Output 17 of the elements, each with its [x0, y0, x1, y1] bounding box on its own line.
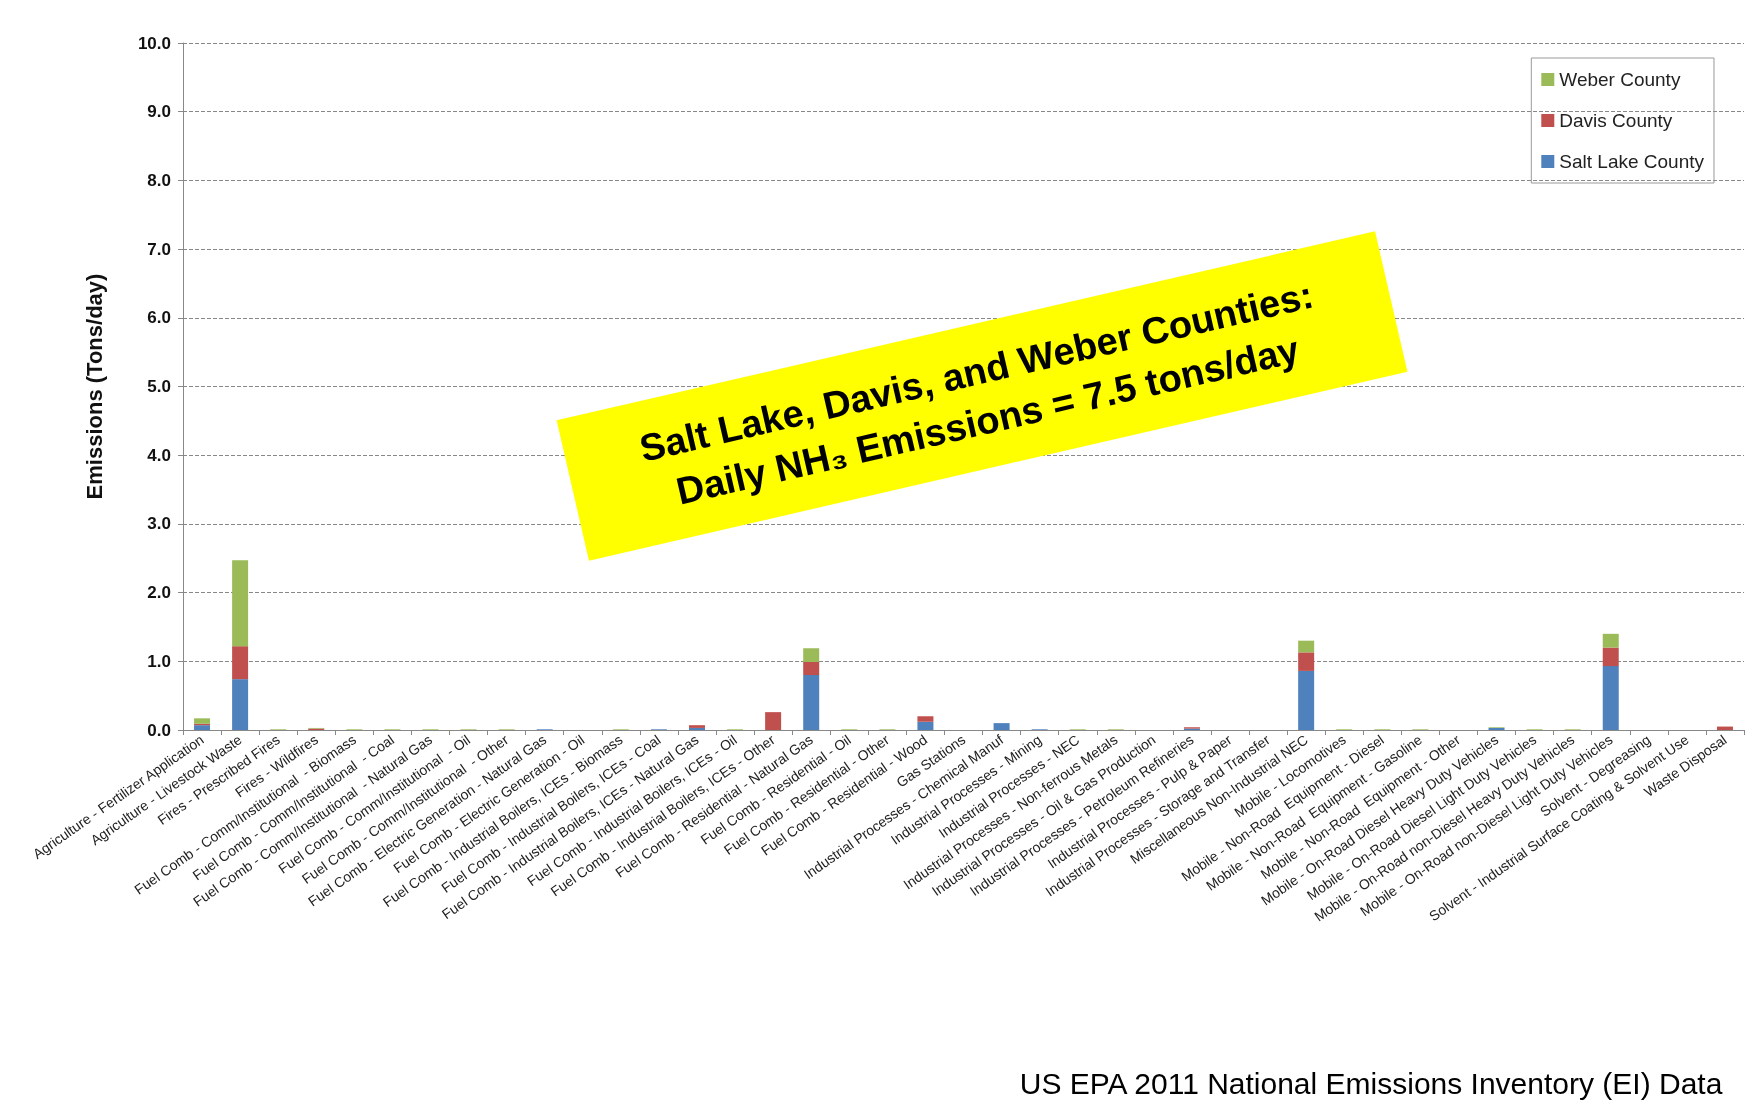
text: US EPA 2011 National Emissions Inventory (EI) Data	[1019, 1066, 1723, 1100]
y-axis-title: Emissions (Tons/day)	[81, 273, 107, 500]
y-tick-label: 0.0	[147, 720, 171, 740]
legend-label: Weber County	[1559, 69, 1681, 90]
y-tick-label: 7.0	[147, 239, 171, 259]
legend-label: Davis County	[1559, 110, 1673, 131]
y-tick-label: 3.0	[147, 514, 171, 534]
y-tick-label: 1.0	[147, 651, 171, 671]
y-tick-label: 6.0	[147, 308, 171, 328]
y-tick-label: 8.0	[147, 170, 171, 190]
y-tick-label: 10.0	[137, 33, 171, 53]
callout-box: Salt Lake, Davis, and Weber Counties: Daily NH₃ Emissions = 7.5 tons/day	[556, 231, 1408, 561]
y-tick-label: 4.0	[147, 445, 171, 465]
legend-label: Salt Lake County	[1559, 151, 1705, 172]
y-tick-label: 2.0	[147, 583, 171, 603]
y-tick-label: 9.0	[147, 102, 171, 122]
y-tick-label: 5.0	[147, 377, 171, 396]
